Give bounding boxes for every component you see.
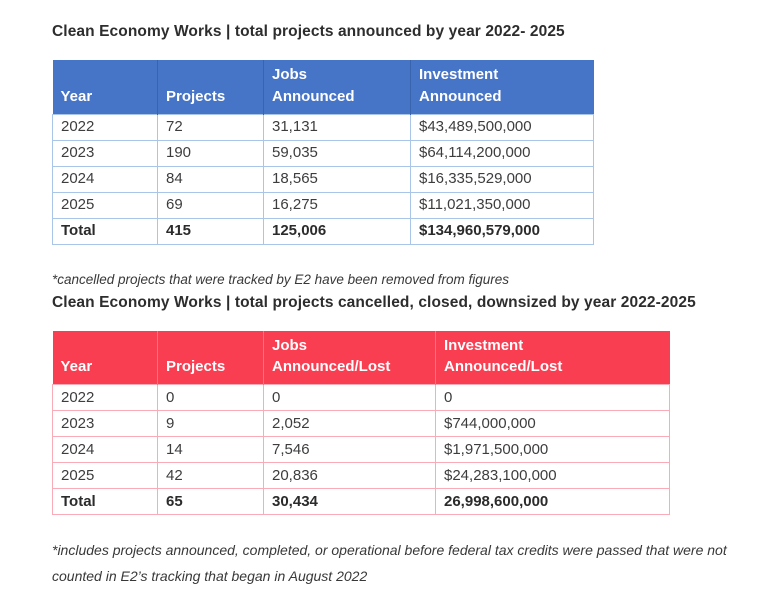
column-header-investment-announced-lost: Investment Announced/Lost bbox=[435, 330, 670, 385]
announced-table-title: Clean Economy Works | total projects ann… bbox=[52, 23, 565, 40]
announced-table: Year Projects Jobs Announced Investment … bbox=[52, 60, 594, 245]
table-cell: 9 bbox=[157, 410, 264, 437]
header-row: Year Projects Jobs Announced/Lost Invest… bbox=[52, 330, 670, 385]
column-header-projects: Projects bbox=[157, 60, 264, 114]
column-header-jobs-announced-lost: Jobs Announced/Lost bbox=[263, 330, 436, 385]
table-cell: 2022 bbox=[52, 113, 158, 141]
total-projects: 415 bbox=[157, 217, 264, 245]
table-cell: 0 bbox=[435, 384, 670, 411]
table-cell: 2022 bbox=[52, 384, 158, 411]
total-row: Total 415 125,006 $134,960,579,000 bbox=[52, 217, 594, 245]
table-cell: 59,035 bbox=[263, 139, 411, 167]
table-cell: 69 bbox=[157, 191, 264, 219]
announced-table-footer: Total 415 125,006 $134,960,579,000 bbox=[52, 217, 594, 245]
table-row: 2024 84 18,565 $16,335,529,000 bbox=[52, 165, 594, 193]
table-cell: $64,114,200,000 bbox=[410, 139, 594, 167]
table-cell: $11,021,350,000 bbox=[410, 191, 594, 219]
table-cell: 20,836 bbox=[263, 462, 436, 489]
cancelled-table-footer: Total 65 30,434 26,998,600,000 bbox=[52, 488, 670, 515]
table-cell: $744,000,000 bbox=[435, 410, 670, 437]
table-row: 2024 14 7,546 $1,971,500,000 bbox=[52, 436, 670, 463]
table-cell: 18,565 bbox=[263, 165, 411, 193]
total-row: Total 65 30,434 26,998,600,000 bbox=[52, 488, 670, 515]
total-label: Total bbox=[52, 217, 158, 245]
table-cell: 14 bbox=[157, 436, 264, 463]
table-row: 2025 69 16,275 $11,021,350,000 bbox=[52, 191, 594, 219]
cancelled-table-body: 2022 0 0 0 2023 9 2,052 $744,000,000 2024 14 7,546… bbox=[52, 384, 670, 489]
total-label: Total bbox=[52, 488, 158, 515]
table-cell: 16,275 bbox=[263, 191, 411, 219]
table-cell: $24,283,100,000 bbox=[435, 462, 670, 489]
table-cell: 0 bbox=[157, 384, 264, 411]
table-row: 2022 72 31,131 $43,489,500,000 bbox=[52, 113, 594, 141]
table-row: 2022 0 0 0 bbox=[52, 384, 670, 411]
total-projects: 65 bbox=[157, 488, 264, 515]
table-cell: 190 bbox=[157, 139, 264, 167]
column-header-jobs-announced: Jobs Announced bbox=[263, 60, 411, 114]
table-cell: 2023 bbox=[52, 139, 158, 167]
column-header-year: Year bbox=[52, 330, 158, 385]
cancelled-projects-note: *cancelled projects that were tracked by… bbox=[52, 271, 509, 287]
total-investment: 26,998,600,000 bbox=[435, 488, 670, 515]
cancelled-table-header: Year Projects Jobs Announced/Lost Invest… bbox=[52, 330, 670, 385]
cancelled-table-title: Clean Economy Works | total projects can… bbox=[52, 293, 696, 311]
cancelled-table: Year Projects Jobs Announced/Lost Invest… bbox=[52, 330, 670, 515]
announced-table-header: Year Projects Jobs Announced Investment … bbox=[52, 60, 594, 114]
table-cell: 2024 bbox=[52, 165, 158, 193]
header-row: Year Projects Jobs Announced Investment … bbox=[52, 60, 594, 114]
announced-table-body: 2022 72 31,131 $43,489,500,000 2023 190 59,035… bbox=[52, 113, 594, 219]
total-jobs: 30,434 bbox=[263, 488, 436, 515]
table-cell: $16,335,529,000 bbox=[410, 165, 594, 193]
table-cell: 2024 bbox=[52, 436, 158, 463]
table-cell: 7,546 bbox=[263, 436, 436, 463]
table-row: 2023 190 59,035 $64,114,200,000 bbox=[52, 139, 594, 167]
table-cell: 31,131 bbox=[263, 113, 411, 141]
total-investment: $134,960,579,000 bbox=[410, 217, 594, 245]
table-cell: 2023 bbox=[52, 410, 158, 437]
table-cell: 84 bbox=[157, 165, 264, 193]
column-header-year: Year bbox=[52, 60, 158, 114]
includes-projects-note: *includes projects announced, completed,… bbox=[52, 542, 727, 584]
table-cell: 2,052 bbox=[263, 410, 436, 437]
table-cell: 2025 bbox=[52, 191, 158, 219]
table-cell: $1,971,500,000 bbox=[435, 436, 670, 463]
table-cell: 42 bbox=[157, 462, 264, 489]
column-header-investment-announced: Investment Announced bbox=[410, 60, 594, 114]
table-row: 2023 9 2,052 $744,000,000 bbox=[52, 410, 670, 437]
table-cell: 0 bbox=[263, 384, 436, 411]
total-jobs: 125,006 bbox=[263, 217, 411, 245]
table-row: 2025 42 20,836 $24,283,100,000 bbox=[52, 462, 670, 489]
table-cell: $43,489,500,000 bbox=[410, 113, 594, 141]
table-cell: 72 bbox=[157, 113, 264, 141]
table-cell: 2025 bbox=[52, 462, 158, 489]
column-header-projects: Projects bbox=[157, 330, 264, 385]
